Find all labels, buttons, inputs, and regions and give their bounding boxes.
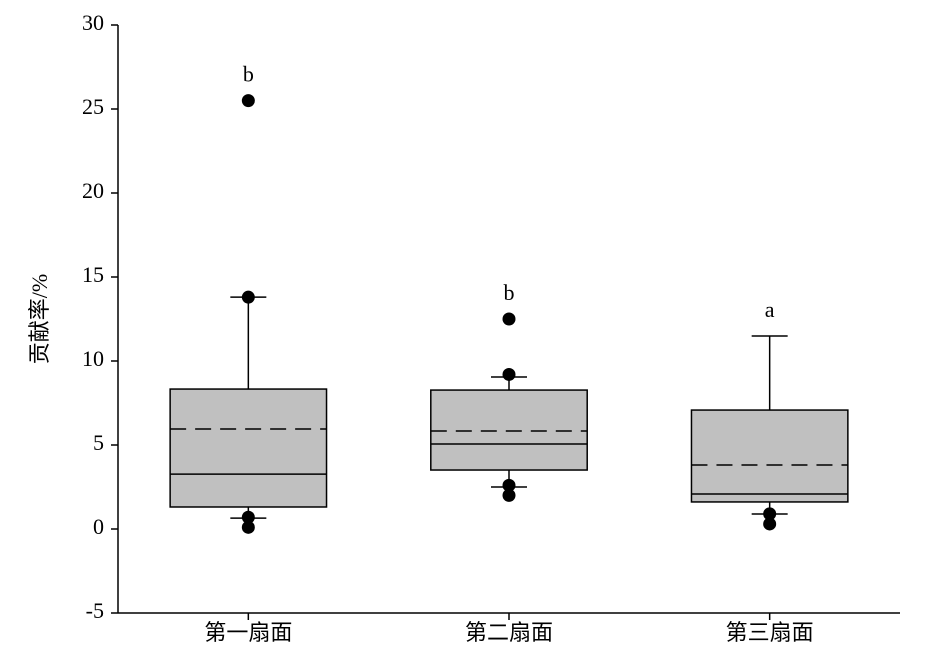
annotation: b — [504, 280, 515, 305]
box — [169, 388, 328, 508]
box — [430, 389, 588, 471]
y-tick-label: 0 — [93, 514, 104, 539]
annotation: a — [765, 297, 775, 322]
box — [690, 409, 849, 503]
x-tick-label: 第一扇面 — [204, 620, 292, 645]
outlier — [241, 290, 255, 304]
outlier — [502, 488, 516, 502]
y-tick-label: 15 — [82, 262, 104, 287]
y-tick-label: 25 — [82, 94, 104, 119]
outlier — [502, 367, 516, 381]
y-tick-label: -5 — [86, 598, 104, 623]
y-tick-label: 20 — [82, 178, 104, 203]
y-tick-label: 5 — [93, 430, 104, 455]
outlier — [241, 94, 255, 108]
outlier — [502, 312, 516, 326]
y-tick-label: 10 — [82, 346, 104, 371]
x-tick-label: 第三扇面 — [726, 620, 814, 645]
outlier — [241, 520, 255, 534]
outlier — [763, 507, 777, 521]
outlier — [502, 478, 516, 492]
outlier — [763, 517, 777, 531]
y-tick-label: 30 — [82, 10, 104, 35]
annotation: b — [243, 62, 254, 87]
y-axis-label: 贡献率/% — [27, 274, 52, 364]
x-tick-label: 第二扇面 — [465, 620, 553, 645]
outlier — [241, 510, 255, 524]
